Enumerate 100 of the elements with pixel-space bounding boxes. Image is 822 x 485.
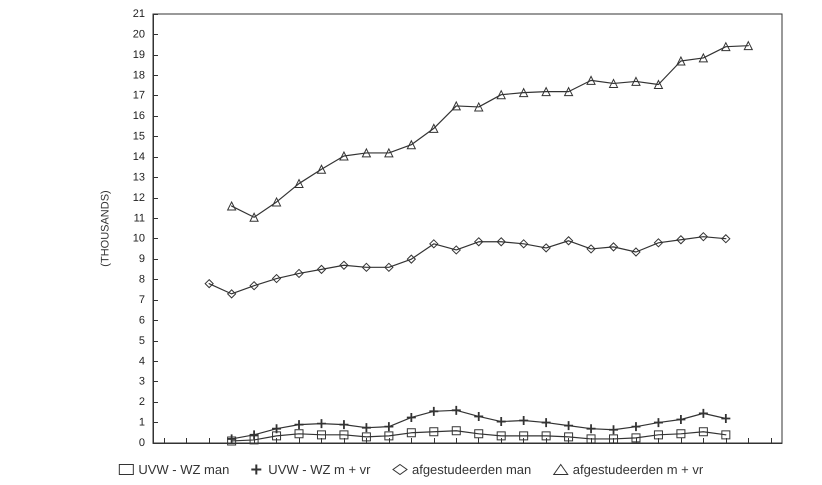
legend-label: UVW - WZ m + vr <box>268 462 372 477</box>
point <box>294 268 304 278</box>
point <box>721 414 730 423</box>
legend-label: afgestudeerden m + vr <box>572 462 704 477</box>
point <box>542 243 551 252</box>
point <box>698 232 708 242</box>
point <box>654 430 663 440</box>
point <box>362 423 371 432</box>
point <box>698 53 708 62</box>
point <box>384 148 394 158</box>
point <box>586 424 596 434</box>
point <box>272 197 282 206</box>
point <box>316 419 326 428</box>
point <box>272 424 282 434</box>
y-tick-label: 6 <box>138 314 145 326</box>
point <box>294 179 304 188</box>
y-tick-label: 7 <box>138 294 145 306</box>
y-tick-label: 3 <box>138 376 145 388</box>
point <box>204 279 214 288</box>
point <box>227 202 236 211</box>
point <box>631 422 640 432</box>
y-tick-label: 0 <box>138 437 145 449</box>
point <box>452 426 461 436</box>
point <box>609 434 618 444</box>
point <box>676 235 686 244</box>
point <box>721 42 730 52</box>
legend-label: afgestudeerden man <box>412 462 532 477</box>
point <box>294 420 304 430</box>
y-tick-label: 14 <box>132 151 145 163</box>
y-tick-label: 13 <box>132 171 145 184</box>
point <box>250 212 259 222</box>
point <box>406 254 416 264</box>
point <box>406 140 416 150</box>
point <box>542 87 551 96</box>
y-tick-label: 8 <box>138 274 145 286</box>
point <box>452 101 461 110</box>
point <box>721 430 730 440</box>
y-tick-label: 16 <box>132 110 145 122</box>
point <box>676 56 686 66</box>
y-tick-label: 9 <box>138 253 145 266</box>
point <box>564 432 574 442</box>
point <box>519 416 528 426</box>
point <box>698 408 708 418</box>
point <box>362 432 371 442</box>
point <box>676 429 686 438</box>
point <box>654 238 663 248</box>
point <box>339 430 348 440</box>
point <box>406 412 416 422</box>
point <box>406 428 416 438</box>
point <box>250 430 259 440</box>
point <box>429 427 438 436</box>
y-axis-title: (THOUSANDS) <box>100 190 112 267</box>
y-tick-label: 18 <box>132 69 145 82</box>
point <box>519 88 528 98</box>
point <box>698 427 708 436</box>
y-tick-label: 2 <box>138 396 145 408</box>
point <box>496 90 506 100</box>
point <box>564 236 574 246</box>
y-tick-label: 1 <box>138 416 145 429</box>
point <box>631 433 640 442</box>
point <box>272 274 282 284</box>
point <box>496 237 506 246</box>
point <box>631 247 640 256</box>
y-tick-label: 10 <box>132 232 145 245</box>
point <box>474 102 484 112</box>
y-tick-label: 15 <box>132 130 145 143</box>
y-tick-label: 21 <box>132 8 145 20</box>
point <box>586 244 596 254</box>
point <box>227 289 236 298</box>
y-tick-label: 20 <box>132 28 145 40</box>
point <box>339 260 348 270</box>
point <box>586 76 596 85</box>
point <box>316 430 326 440</box>
point <box>496 431 506 440</box>
point <box>609 78 618 88</box>
point <box>250 435 259 444</box>
point <box>250 281 259 290</box>
point <box>542 431 551 440</box>
point <box>519 431 528 440</box>
point <box>564 87 574 96</box>
point <box>496 417 506 426</box>
point <box>272 431 282 440</box>
point <box>474 429 484 438</box>
point <box>384 431 394 440</box>
point <box>339 420 348 430</box>
point <box>452 245 461 254</box>
point <box>721 234 730 244</box>
point <box>654 80 663 89</box>
point <box>519 239 528 248</box>
y-tick-label: 17 <box>132 90 145 102</box>
point <box>429 124 438 133</box>
y-tick-label: 5 <box>138 334 145 347</box>
y-tick-label: 19 <box>132 48 145 61</box>
point <box>542 418 551 428</box>
point <box>294 429 304 438</box>
point <box>609 242 618 252</box>
point <box>676 415 686 424</box>
point <box>429 239 438 248</box>
point <box>384 422 394 432</box>
point <box>474 237 484 246</box>
